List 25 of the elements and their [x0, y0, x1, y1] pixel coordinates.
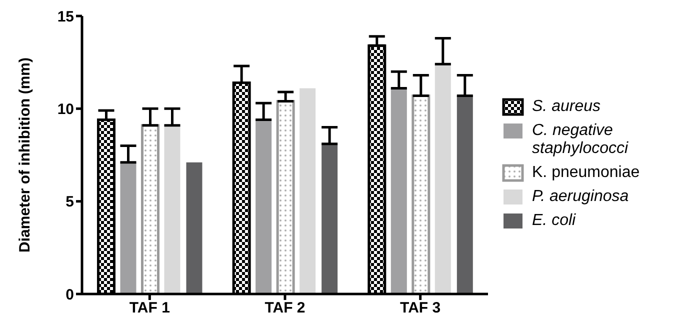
- bar: [412, 94, 430, 294]
- bar: [456, 96, 473, 294]
- y-tick-label: 10: [57, 100, 74, 118]
- x-tick-label: TAF 2: [264, 300, 306, 317]
- bar: [434, 64, 451, 294]
- y-tick-label: 15: [57, 8, 74, 26]
- bar: [390, 88, 407, 294]
- bar: [120, 162, 136, 294]
- y-tick-label: 0: [66, 286, 74, 304]
- legend-label: C. negative staphylococci: [532, 122, 630, 158]
- bar: [256, 120, 272, 294]
- bar: [300, 88, 316, 294]
- legend-label: K. pneumoniae: [532, 164, 640, 182]
- bar: [164, 125, 180, 294]
- bar: [140, 124, 160, 294]
- legend-label: S. aureus: [532, 98, 600, 116]
- y-axis-title: Diameter of inhibition (mm): [16, 57, 34, 252]
- x-tick-label: TAF 1: [129, 300, 170, 317]
- y-tick-label: 5: [66, 194, 74, 211]
- x-tick-label: TAF 3: [400, 300, 441, 317]
- bar: [322, 144, 338, 294]
- legend-label: P. aeruginosa: [532, 188, 629, 206]
- bar: [276, 100, 295, 294]
- bar: [186, 162, 202, 294]
- legend-label: E. coli: [532, 212, 576, 230]
